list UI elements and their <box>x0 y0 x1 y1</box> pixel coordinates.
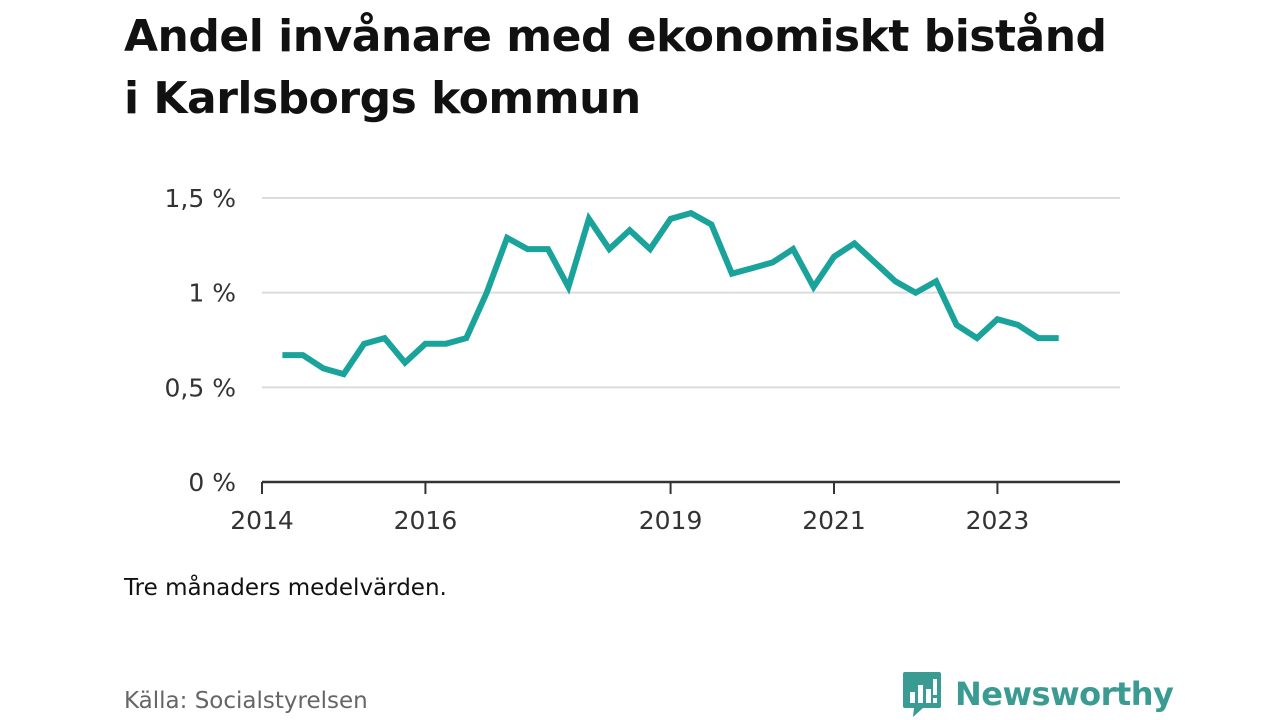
y-tick-label: 0,5 % <box>165 373 236 402</box>
x-tick-label: 2023 <box>966 506 1030 535</box>
brand-name: Newsworthy <box>955 675 1174 713</box>
gridlines <box>262 197 1120 389</box>
chart-note: Tre månaders medelvärden. <box>124 575 447 601</box>
chart-title: Andel invånare med ekonomiskt bistånd i … <box>124 11 1107 124</box>
x-tick-label: 2016 <box>394 506 458 535</box>
newsworthy-logo-icon <box>903 672 941 717</box>
x-tick-label: 2014 <box>230 506 294 535</box>
x-tick-label: 2019 <box>639 506 703 535</box>
y-tick-label: 0 % <box>188 468 236 497</box>
source-text: Källa: Socialstyrelsen <box>124 688 368 714</box>
x-tick-label: 2021 <box>802 506 866 535</box>
series-line <box>282 209 1059 378</box>
y-tick-label: 1 % <box>188 279 236 308</box>
line-chart: 0 % 0,5 % 1 % 1,5 % 2014 2016 2019 2021 2023 <box>165 184 1120 535</box>
y-axis-labels: 0 % 0,5 % 1 % 1,5 % <box>165 184 236 497</box>
y-tick-label: 1,5 % <box>165 184 236 213</box>
x-axis-ticks: 2014 2016 2019 2021 2023 <box>230 482 1029 535</box>
brand-logo: Newsworthy <box>901 670 1174 718</box>
